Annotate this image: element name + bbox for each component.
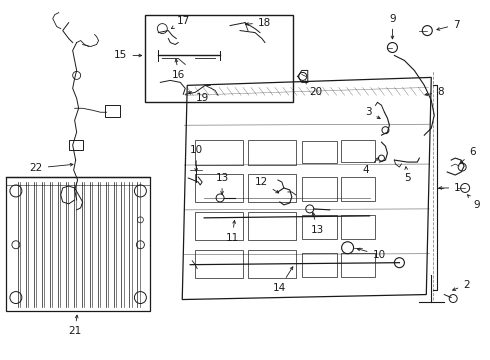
- Bar: [69, 140, 83, 150]
- Text: 11: 11: [225, 221, 239, 243]
- Bar: [302, 215, 337, 239]
- Bar: [195, 212, 243, 240]
- Text: 1: 1: [439, 183, 461, 193]
- Text: 7: 7: [437, 19, 460, 30]
- Text: 15: 15: [114, 50, 142, 60]
- Text: 13: 13: [216, 173, 229, 194]
- Text: 14: 14: [273, 267, 293, 293]
- Text: 10: 10: [357, 248, 386, 260]
- Text: 20: 20: [305, 81, 323, 97]
- Bar: [341, 215, 375, 239]
- Bar: [146, 15, 293, 102]
- Bar: [6, 177, 150, 311]
- Bar: [195, 174, 243, 202]
- Bar: [341, 177, 375, 201]
- Bar: [302, 253, 337, 276]
- Text: 9: 9: [389, 14, 396, 39]
- Text: 22: 22: [29, 163, 73, 173]
- Bar: [104, 105, 121, 117]
- Text: 13: 13: [311, 212, 324, 235]
- Text: 16: 16: [172, 59, 186, 80]
- Text: 12: 12: [255, 177, 279, 193]
- Text: 17: 17: [172, 15, 191, 28]
- Text: 21: 21: [68, 315, 81, 336]
- Bar: [248, 250, 296, 278]
- Bar: [341, 140, 375, 162]
- Text: 10: 10: [190, 145, 203, 171]
- Bar: [341, 253, 375, 276]
- Bar: [302, 141, 337, 163]
- Text: 19: 19: [189, 92, 209, 103]
- Text: 18: 18: [245, 18, 271, 28]
- Bar: [302, 177, 337, 201]
- Bar: [195, 140, 243, 165]
- Text: 9: 9: [467, 195, 480, 210]
- Bar: [248, 212, 296, 240]
- Bar: [248, 140, 296, 165]
- Text: 5: 5: [404, 167, 411, 183]
- Bar: [195, 250, 243, 278]
- Bar: [248, 174, 296, 202]
- Text: 6: 6: [460, 147, 476, 163]
- Text: 3: 3: [365, 107, 380, 118]
- Text: 8: 8: [425, 87, 444, 97]
- Text: 2: 2: [453, 280, 470, 291]
- Text: 4: 4: [363, 158, 379, 175]
